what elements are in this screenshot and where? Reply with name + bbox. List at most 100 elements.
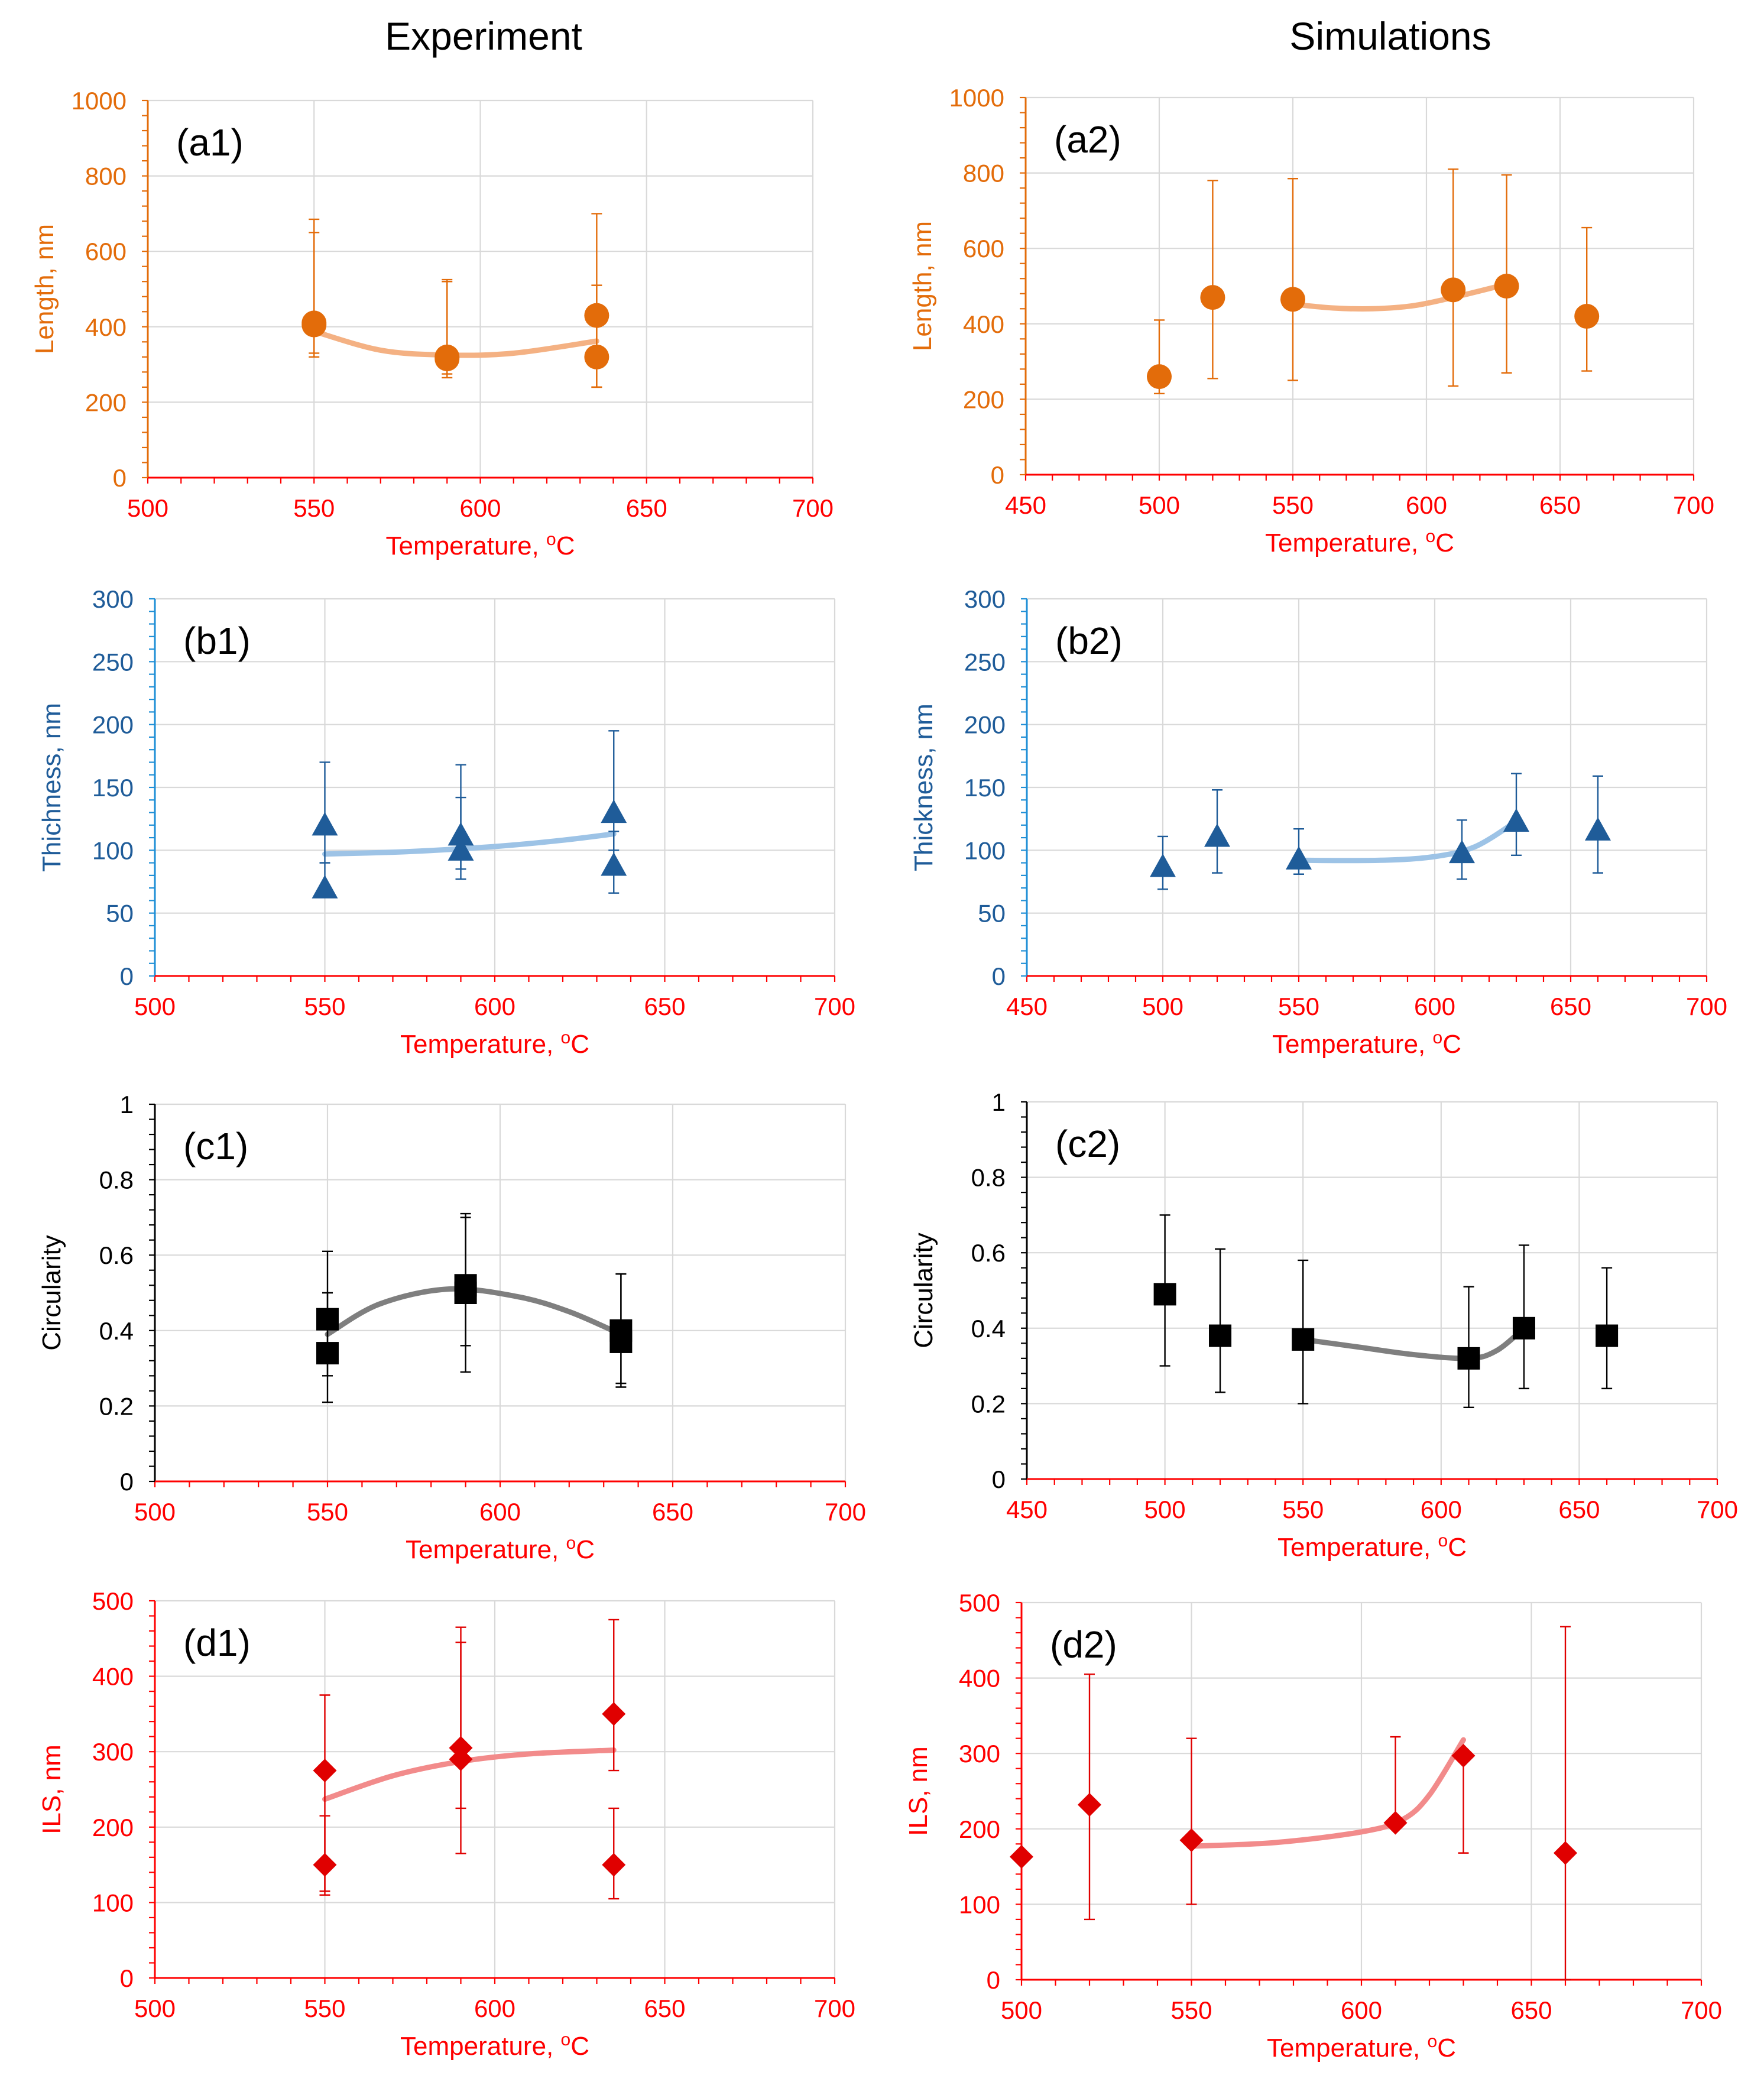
x-axis-label: Temperature, oC	[1265, 527, 1454, 557]
y-tick-label: 1	[120, 1091, 134, 1118]
y-tick-label: 0	[120, 1964, 134, 1992]
trend-line	[1290, 281, 1510, 312]
data-point	[301, 310, 327, 336]
data-point	[1209, 1324, 1232, 1347]
x-tick-label: 650	[644, 1995, 685, 2022]
y-tick-label: 50	[978, 900, 1006, 928]
x-tick-label: 700	[1697, 1496, 1738, 1523]
x-tick-label: 700	[825, 1498, 866, 1526]
x-tick-label: 600	[1421, 1496, 1462, 1523]
y-tick-label: 0	[120, 1468, 134, 1496]
y-tick-label: 0	[991, 461, 1004, 489]
y-axis-label: ILS, nm	[904, 1746, 933, 1836]
x-axis-label: Temperature, oC	[386, 530, 575, 560]
chart-d1: 0 100 200 300 400 500 500 550 600 650 700 Temperatu…	[37, 1587, 855, 2061]
chart-a2: 0 200 400 600 800 1000 450 500 550 600 650 700 Tempe…	[908, 84, 1714, 557]
y-axis-label: Circularity	[909, 1233, 938, 1348]
column-title-experiment: Experiment	[385, 14, 582, 58]
x-tick-label: 600	[1341, 1996, 1382, 2024]
y-tick-label: 1000	[949, 84, 1004, 112]
data-point	[584, 344, 609, 369]
y-tick-label: 250	[92, 648, 134, 676]
y-tick-label: 0.8	[99, 1166, 134, 1194]
x-tick-label: 450	[1006, 993, 1048, 1020]
y-tick-label: 500	[959, 1589, 1000, 1617]
x-axis-label: Temperature, oC	[406, 1533, 595, 1564]
x-tick-label: 450	[1006, 1496, 1048, 1523]
chart-b2: 0 50 100 150 200 250 300 450 500 550 600 650 700 Temp…	[909, 585, 1727, 1059]
x-axis-label: Temperature, oC	[1267, 2032, 1456, 2062]
y-tick-label: 200	[85, 388, 127, 416]
x-tick-label: 700	[1673, 491, 1714, 519]
y-tick-label: 150	[964, 774, 1006, 802]
y-tick-label: 500	[92, 1587, 134, 1615]
y-tick-label: 800	[85, 163, 127, 190]
y-axis-label: Length, nm	[30, 224, 59, 354]
x-tick-label: 700	[1686, 993, 1727, 1020]
data-point	[601, 852, 627, 876]
x-tick-label: 500	[1142, 993, 1183, 1020]
trend-line	[1189, 1737, 1466, 1849]
data-point	[1280, 287, 1305, 312]
panel-label: (d1)	[183, 1622, 251, 1664]
x-tick-label: 700	[814, 993, 855, 1020]
data-point	[1286, 846, 1312, 870]
chart-a1: 0 200 400 600 800 1000 500 550 600 650 700 Temperat…	[30, 87, 834, 560]
data-point	[1153, 1283, 1176, 1306]
data-point	[454, 1282, 477, 1304]
x-tick-label: 500	[134, 993, 176, 1020]
y-tick-label: 100	[92, 1889, 134, 1916]
data-point	[449, 1747, 473, 1771]
y-axis-label: ILS, nm	[37, 1744, 66, 1834]
y-tick-label: 1000	[72, 87, 127, 115]
x-tick-label: 650	[644, 993, 685, 1020]
data-point	[1585, 817, 1611, 841]
y-tick-label: 300	[959, 1740, 1000, 1768]
panel-label: (c1)	[183, 1125, 248, 1168]
x-tick-label: 650	[1510, 1996, 1552, 2024]
y-tick-label: 200	[92, 711, 134, 739]
x-axis-label: Temperature, oC	[1272, 1028, 1461, 1059]
x-axis-label: Temperature, oC	[400, 1028, 589, 1059]
y-tick-label: 0	[992, 962, 1006, 990]
x-tick-label: 500	[1001, 1996, 1042, 2024]
trend-line	[1300, 1325, 1527, 1361]
data-point	[1200, 285, 1225, 310]
y-tick-label: 200	[963, 385, 1004, 413]
y-tick-label: 200	[92, 1814, 134, 1841]
panel-label: (b2)	[1055, 620, 1123, 662]
y-tick-label: 400	[85, 313, 127, 341]
data-point	[1204, 823, 1230, 847]
x-tick-label: 550	[293, 494, 335, 522]
y-tick-label: 200	[964, 711, 1006, 739]
panel-label: (a1)	[176, 121, 244, 164]
data-point	[1441, 277, 1466, 303]
x-tick-label: 650	[1558, 1496, 1600, 1523]
data-point	[448, 837, 474, 861]
data-point	[1554, 1841, 1577, 1865]
x-tick-label: 600	[1406, 491, 1447, 519]
y-axis-label: Thickness, nm	[909, 703, 938, 871]
y-tick-label: 0	[113, 464, 127, 492]
data-point	[1179, 1828, 1204, 1852]
panel-label: (c2)	[1055, 1123, 1120, 1165]
data-point	[1010, 1845, 1033, 1869]
data-point	[609, 1330, 633, 1353]
chart-b1: 0 50 100 150 200 250 300 500 550 600 650 700 Tempera…	[37, 585, 855, 1059]
x-tick-label: 500	[1139, 491, 1180, 519]
chart-c1: 0 0.2 0.4 0.6 0.8 1 500 550 600 650 700 Temperature…	[37, 1091, 866, 1564]
data-point	[602, 1853, 626, 1877]
chart-d2: 0 100 200 300 400 500 500 550 600 650 700 Temperatu…	[904, 1589, 1722, 2062]
data-point	[1512, 1316, 1535, 1340]
data-point	[602, 1702, 626, 1726]
x-tick-label: 650	[626, 494, 667, 522]
y-tick-label: 0.8	[971, 1164, 1006, 1192]
x-tick-label: 550	[1170, 1996, 1212, 2024]
data-point	[601, 799, 627, 823]
data-point	[1147, 364, 1172, 390]
x-tick-label: 500	[127, 494, 168, 522]
y-tick-label: 0	[120, 962, 134, 990]
y-tick-label: 150	[92, 774, 134, 802]
data-point	[1078, 1792, 1101, 1817]
x-tick-label: 650	[652, 1498, 693, 1526]
